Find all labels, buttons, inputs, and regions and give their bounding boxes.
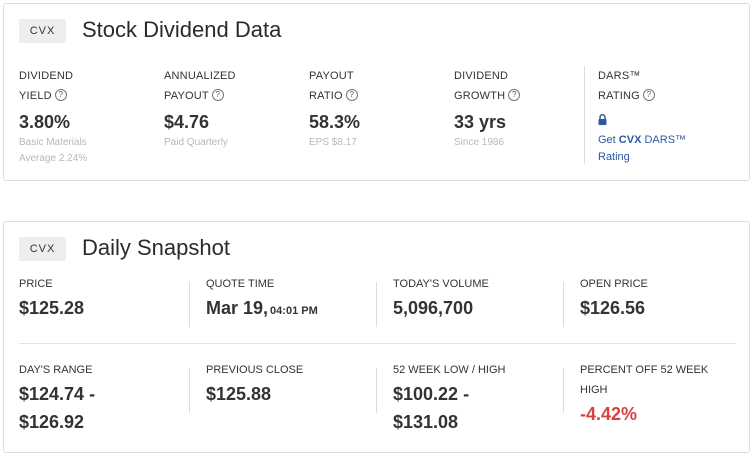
field-label: DAY'S RANGE xyxy=(19,364,93,376)
column-divider xyxy=(563,368,564,413)
column-divider xyxy=(189,282,190,327)
dividend-data-card: CVX Stock Dividend Data DIVIDEND YIELD? … xyxy=(3,3,750,181)
field-value: $131.08 xyxy=(393,412,459,432)
metric-label: RATIO? xyxy=(309,86,439,106)
metric-label: DIVIDEND xyxy=(19,70,74,82)
ticker-badge: CVX xyxy=(19,19,66,43)
help-icon[interactable]: ? xyxy=(345,89,358,102)
payout-ratio-metric: PAYOUT RATIO? 58.3% EPS $8.17 xyxy=(309,66,439,151)
field-label: QUOTE TIME xyxy=(206,278,275,290)
field-value: Mar 19, 04:01 PM xyxy=(206,298,318,318)
column-divider xyxy=(376,282,377,327)
metric-subtext: Since 1986 xyxy=(454,137,505,148)
annualized-payout-metric: ANNUALIZED PAYOUT? $4.76 Paid Quarterly xyxy=(164,66,294,151)
field-label: OPEN PRICE xyxy=(580,278,648,290)
card-title: Stock Dividend Data xyxy=(82,17,282,42)
help-icon[interactable]: ? xyxy=(211,89,224,102)
field-label: HIGH xyxy=(580,384,608,396)
open-price-field: OPEN PRICE $126.56 xyxy=(580,274,740,322)
field-value: -4.42% xyxy=(580,404,638,424)
card-title: Daily Snapshot xyxy=(82,235,230,260)
get-dars-rating-link[interactable]: Get CVX DARS™ xyxy=(598,134,687,146)
column-divider xyxy=(584,66,585,164)
previous-close-field: PREVIOUS CLOSE $125.88 xyxy=(206,360,366,408)
daily-snapshot-card: CVX Daily Snapshot PRICE $125.28 QUOTE T… xyxy=(3,221,750,453)
help-icon[interactable]: ? xyxy=(642,89,655,102)
get-dars-rating-link-line2[interactable]: Rating xyxy=(598,151,630,163)
dars-rating-metric: DARS™ RATING? Get CVX DARS™ Rating xyxy=(598,66,738,166)
column-divider xyxy=(563,282,564,327)
field-label: TODAY'S VOLUME xyxy=(393,278,489,290)
metric-subtext: Average 2.24% xyxy=(19,153,88,164)
metric-label: DIVIDEND xyxy=(454,70,509,82)
field-value: $125.28 xyxy=(19,298,85,318)
metric-value: 33 yrs xyxy=(454,112,507,132)
field-label: PREVIOUS CLOSE xyxy=(206,364,304,376)
column-divider xyxy=(376,368,377,413)
metric-value: 3.80% xyxy=(19,112,71,132)
metric-label: PAYOUT xyxy=(309,70,354,82)
lock-icon xyxy=(598,112,607,130)
metric-value: 58.3% xyxy=(309,112,361,132)
column-divider xyxy=(189,368,190,413)
field-value: $124.74 - xyxy=(19,384,96,404)
dividend-yield-metric: DIVIDEND YIELD? 3.80% Basic Materials Av… xyxy=(19,66,149,167)
field-value: 5,096,700 xyxy=(393,298,474,318)
field-label: PRICE xyxy=(19,278,53,290)
metric-label: DARS™ xyxy=(598,70,641,82)
quote-time-field: QUOTE TIME Mar 19, 04:01 PM xyxy=(206,274,366,325)
metric-label: ANNUALIZED xyxy=(164,70,236,82)
field-value: $126.92 xyxy=(19,412,85,432)
metric-subtext: Paid Quarterly xyxy=(164,137,228,148)
metric-label: GROWTH? xyxy=(454,86,584,106)
metric-label: RATING? xyxy=(598,86,738,106)
metric-value: $4.76 xyxy=(164,112,210,132)
days-range-field: DAY'S RANGE $124.74 - $126.92 xyxy=(19,360,179,436)
52-week-range-field: 52 WEEK LOW / HIGH $100.22 - $131.08 xyxy=(393,360,553,436)
ticker-badge: CVX xyxy=(19,237,66,261)
row-divider xyxy=(19,343,736,344)
field-value: $125.88 xyxy=(206,384,272,404)
percent-off-high-field: PERCENT OFF 52 WEEK HIGH -4.42% xyxy=(580,360,740,428)
field-value: $126.56 xyxy=(580,298,646,318)
help-icon[interactable]: ? xyxy=(54,89,67,102)
metric-subtext: EPS $8.17 xyxy=(309,137,357,148)
todays-volume-field: TODAY'S VOLUME 5,096,700 xyxy=(393,274,553,322)
metric-label: PAYOUT? xyxy=(164,86,294,106)
price-field: PRICE $125.28 xyxy=(19,274,179,322)
field-label: 52 WEEK LOW / HIGH xyxy=(393,364,506,376)
metric-subtext: Basic Materials xyxy=(19,137,87,148)
field-value: $100.22 - xyxy=(393,384,470,404)
metric-label: YIELD? xyxy=(19,86,149,106)
field-label: PERCENT OFF 52 WEEK xyxy=(580,364,709,376)
help-icon[interactable]: ? xyxy=(508,89,521,102)
dividend-growth-metric: DIVIDEND GROWTH? 33 yrs Since 1986 xyxy=(454,66,584,151)
